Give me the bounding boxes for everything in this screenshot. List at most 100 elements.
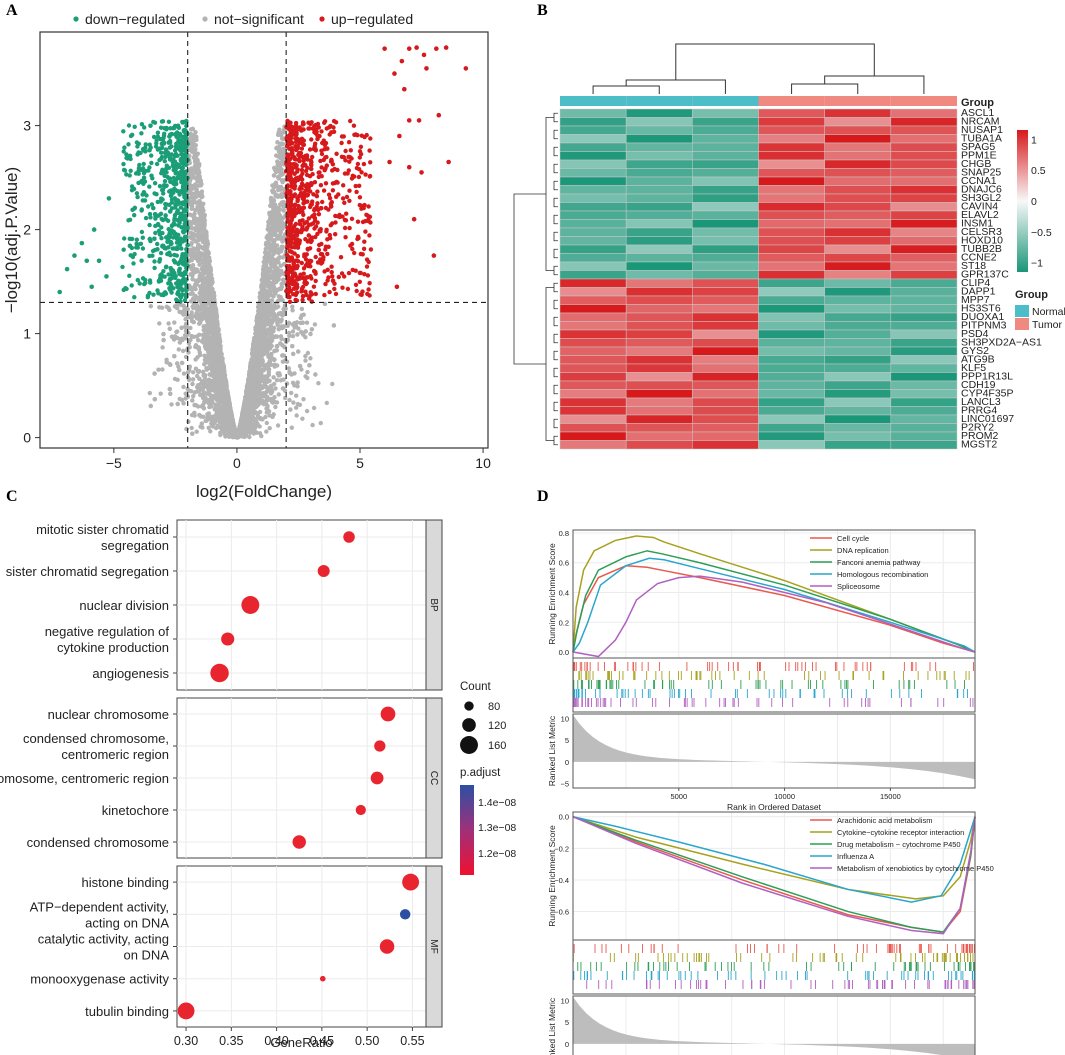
legend-label-0: down−regulated	[85, 11, 185, 27]
volcano-point	[191, 370, 196, 375]
volcano-point	[197, 177, 202, 183]
volcano-point	[303, 335, 308, 340]
volcano-point	[275, 423, 281, 428]
volcano-point	[259, 433, 264, 439]
volcano-point	[291, 400, 296, 405]
volcano-point	[190, 377, 196, 382]
volcano-point	[188, 212, 193, 217]
volcano-point	[266, 409, 272, 414]
volcano-point	[180, 348, 186, 354]
volcano-point	[177, 367, 182, 373]
volcano-point	[276, 260, 281, 265]
volcano-point	[275, 363, 280, 368]
volcano-point	[267, 426, 272, 431]
volcano-point	[196, 347, 202, 352]
volcano-point	[208, 429, 213, 434]
volcano-point	[187, 364, 192, 369]
volcano-point	[181, 371, 187, 376]
volcano-point	[291, 351, 296, 357]
volcano-point	[294, 405, 299, 410]
legend-marker-2	[319, 16, 325, 22]
volcano-point	[279, 336, 284, 341]
legend-marker-0	[73, 16, 79, 22]
volcano-point	[198, 201, 204, 206]
not-significant-points	[147, 124, 337, 440]
legend-label-2: up−regulated	[331, 11, 413, 27]
volcano-point	[264, 235, 270, 240]
volcano-point	[278, 294, 283, 300]
volcano-point	[264, 429, 269, 434]
volcano-point	[273, 404, 278, 410]
volcano-point	[183, 317, 188, 322]
volcano-point	[318, 420, 323, 426]
volcano-point	[188, 291, 193, 297]
volcano-point	[300, 320, 305, 325]
volcano-point	[182, 306, 187, 311]
volcano-point	[268, 269, 273, 274]
volcano-point	[213, 404, 218, 410]
volcano-point	[191, 394, 196, 399]
volcano-point	[290, 304, 295, 309]
volcano-point	[276, 304, 281, 309]
volcano-point	[297, 363, 303, 369]
volcano-point	[191, 334, 196, 339]
volcano-point	[188, 325, 193, 331]
volcano-point	[247, 434, 252, 440]
volcano-point	[160, 367, 165, 372]
volcano-point	[305, 375, 310, 381]
volcano-point	[278, 263, 283, 268]
volcano-point	[186, 350, 191, 355]
volcano-point	[194, 311, 199, 316]
volcano-point	[197, 352, 203, 358]
volcano-point	[196, 338, 201, 343]
volcano-point	[294, 393, 299, 398]
volcano-point	[189, 240, 194, 246]
volcano-point	[301, 312, 306, 317]
volcano-point	[303, 353, 308, 359]
volcano-point	[166, 321, 171, 326]
volcano-point	[280, 298, 285, 303]
volcano-point	[284, 359, 290, 364]
volcano-point	[290, 334, 296, 339]
volcano-point	[267, 285, 272, 290]
volcano-point	[277, 219, 283, 224]
legend-label-1: not−significant	[214, 11, 304, 27]
volcano-point	[205, 300, 210, 306]
volcano-point	[330, 381, 335, 387]
volcano-point	[189, 425, 194, 431]
volcano-point	[300, 416, 305, 421]
volcano-point	[203, 256, 209, 262]
panel-a-volcano-plot: down−regulated not−significant up−regulate…	[2, 11, 491, 501]
volcano-point	[290, 329, 296, 334]
volcano-point	[195, 404, 201, 409]
volcano-point	[159, 305, 165, 310]
volcano-point	[289, 390, 294, 396]
volcano-point	[172, 376, 178, 382]
volcano-point	[290, 308, 295, 313]
volcano-point	[190, 431, 195, 436]
volcano-point	[196, 368, 202, 374]
volcano-point	[157, 321, 162, 326]
volcano-point	[276, 215, 282, 220]
volcano-point	[305, 369, 310, 375]
volcano-point	[276, 392, 281, 397]
volcano-point	[199, 421, 204, 426]
volcano-point	[175, 302, 180, 307]
volcano-point	[288, 407, 293, 412]
volcano-point	[193, 366, 199, 371]
volcano-point	[279, 148, 284, 153]
volcano-point	[167, 326, 172, 331]
volcano-point	[164, 304, 169, 309]
volcano-point	[280, 353, 285, 358]
volcano-point	[274, 153, 279, 158]
volcano-point	[260, 417, 265, 422]
volcano-point	[197, 262, 202, 267]
volcano-point	[198, 307, 203, 312]
volcano-point	[310, 422, 315, 428]
volcano-point	[304, 408, 310, 414]
volcano-point	[316, 381, 321, 386]
volcano-point	[303, 358, 308, 363]
volcano-point	[161, 337, 166, 343]
volcano-point	[200, 386, 206, 391]
volcano-point	[214, 424, 220, 430]
